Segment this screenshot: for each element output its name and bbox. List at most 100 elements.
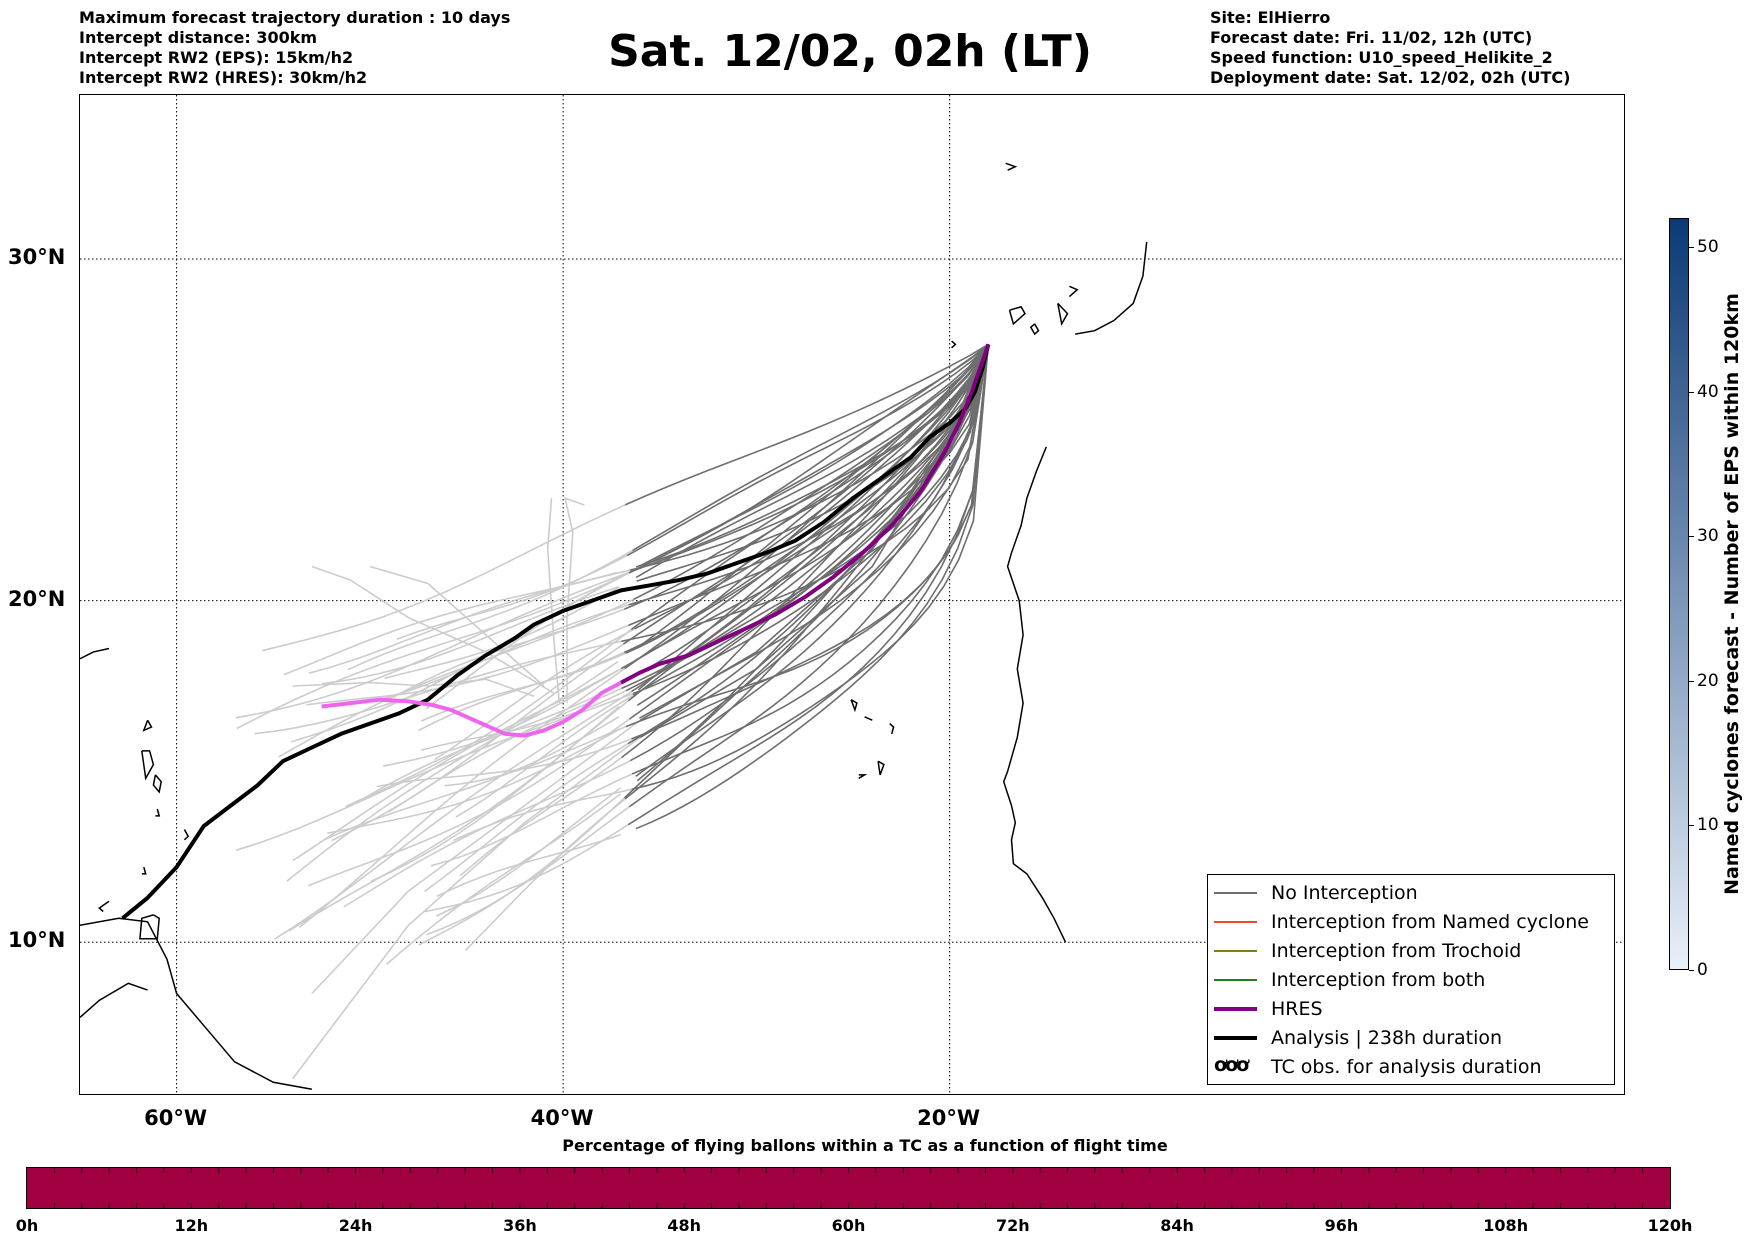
ensemble-track [632, 344, 990, 572]
hres-track [620, 343, 991, 685]
header-intercept-eps: Intercept RW2 (EPS): 15km/h2 [79, 48, 354, 67]
coastline [850, 699, 858, 713]
legend-item-named-cyclone: Interception from Named cyclone [1208, 908, 1614, 937]
legend-item-tc-obs: ơơơ TC obs. for analysis duration [1208, 1053, 1614, 1082]
coastline [1002, 446, 1067, 943]
coastline [1008, 305, 1026, 326]
header-deployment-date: Deployment date: Sat. 12/02, 02h (UTC) [1210, 68, 1571, 87]
ensemble-track-extended [453, 788, 632, 842]
ensemble-track-extended [418, 651, 625, 732]
flight-time-colorbar-graphic [27, 1168, 1670, 1208]
legend-swatch-analysis [1214, 1036, 1257, 1040]
flight-time-tick-label: 0h [15, 1216, 39, 1235]
map-panel[interactable] [79, 94, 1625, 1095]
longitude-tick-label: 20°W [917, 1106, 981, 1130]
header-intercept-distance: Intercept distance: 300km [79, 28, 318, 47]
cyclone-colorbar-tick-mark [1689, 391, 1694, 393]
ensemble-track [635, 343, 989, 579]
legend-swatch-trochoid [1214, 950, 1257, 952]
flight-time-tick-label: 36h [503, 1216, 537, 1235]
ensemble-track [620, 344, 990, 670]
ensemble-track-extended [236, 570, 634, 730]
flight-time-tick-label: 48h [667, 1216, 702, 1235]
header-intercept-hres: Intercept RW2 (HRES): 30km/h2 [79, 68, 368, 87]
flight-time-tick-label: 120h [1647, 1216, 1693, 1235]
ensemble-track [639, 343, 989, 567]
ensemble-track [634, 344, 990, 662]
ensemble-track-extended [376, 738, 632, 788]
ensemble-track-extended [369, 565, 545, 687]
ensemble-track [626, 343, 989, 557]
flight-time-tick-label: 60h [831, 1216, 866, 1235]
trajectory-map[interactable] [80, 95, 1625, 1095]
ensemble-track-extended [459, 756, 623, 877]
coastline [141, 750, 155, 781]
ensemble-track [631, 344, 990, 791]
ensemble-track-extended [436, 787, 621, 917]
cyclone-colorbar-tick-label: 20 [1697, 670, 1719, 691]
legend-item-both: Interception from both [1208, 966, 1614, 995]
ensemble-track [635, 344, 990, 830]
ensemble-track-extended [455, 694, 634, 818]
coastline [864, 716, 873, 721]
ensemble-track-extended [546, 498, 561, 704]
ensemble-track-extended [420, 652, 627, 722]
coastline [139, 914, 160, 940]
ensemble-track [628, 344, 990, 808]
cyclone-colorbar-tick-label: 30 [1697, 526, 1719, 547]
ensemble-track-extended [331, 643, 624, 842]
ensemble-track [624, 343, 989, 506]
analysis-track [121, 343, 991, 920]
legend-item-analysis: Analysis | 238h duration [1208, 1024, 1614, 1053]
analysis-track-layer [121, 343, 991, 920]
ensemble-track [633, 343, 989, 601]
header-speed-function: Speed function: U10_speed_Helikite_2 [1210, 48, 1553, 67]
flight-time-tick-label: 12h [174, 1216, 209, 1235]
legend-label-trochoid: Interception from Trochoid [1271, 940, 1522, 962]
ensemble-track-extended [311, 565, 554, 694]
map-title: Sat. 12/02, 02h (LT) [608, 26, 1092, 77]
ensemble-track-extended [298, 667, 626, 929]
ensemble-track-extended [292, 678, 535, 698]
ensemble-track-extended [434, 628, 635, 761]
ensemble-track [628, 344, 990, 606]
cyclone-colorbar-tick-label: 0 [1697, 960, 1708, 980]
legend-item-hres: HRES [1208, 995, 1614, 1024]
ensemble-track-extended [288, 705, 620, 932]
legend-swatch-both [1214, 979, 1257, 981]
longitude-tick-label: 40°W [530, 1106, 594, 1130]
hres-track-extended [321, 680, 623, 738]
latitude-tick-label: 30°N [8, 244, 66, 269]
ensemble-track [623, 344, 990, 683]
ensemble-track-extended [327, 727, 622, 835]
longitude-tick-label: 60°W [144, 1106, 208, 1130]
cyclone-colorbar-tick-label: 40 [1697, 381, 1719, 402]
cyclone-colorbar-tick-mark [1689, 680, 1694, 682]
legend-swatch-named-cyclone [1214, 921, 1257, 923]
ensemble-track-extended [430, 773, 633, 867]
legend-label-both: Interception from both [1271, 969, 1486, 991]
ensemble-track-extended [371, 604, 629, 703]
header-info-left: Maximum forecast trajectory duration : 1… [79, 8, 510, 88]
ensemble-track-extended [306, 624, 629, 706]
ensemble-track-extended [286, 660, 619, 882]
legend-label-tc-obs: TC obs. for analysis duration [1271, 1056, 1542, 1078]
coastline [1005, 162, 1018, 171]
legend-item-no-interception: No Interception [1208, 879, 1614, 908]
coastline [142, 719, 153, 732]
ensemble-track-extended [421, 689, 627, 751]
ensemble-tracks-first-120h [620, 343, 990, 830]
coastline [155, 808, 161, 817]
ensemble-track [627, 344, 990, 826]
ensemble-track [635, 344, 990, 568]
ensemble-track [625, 344, 990, 728]
ensemble-track-extended [385, 793, 621, 966]
flight-time-colorbar [26, 1167, 1671, 1209]
ensemble-track-extended [362, 681, 624, 800]
legend-item-trochoid: Interception from Trochoid [1208, 937, 1614, 966]
legend-label-named-cyclone: Interception from Named cyclone [1271, 911, 1589, 933]
ensemble-track [632, 343, 989, 552]
cyclone-colorbar-tick-mark [1689, 536, 1694, 538]
ensemble-track [639, 344, 990, 721]
ensemble-track-extended [564, 496, 585, 704]
